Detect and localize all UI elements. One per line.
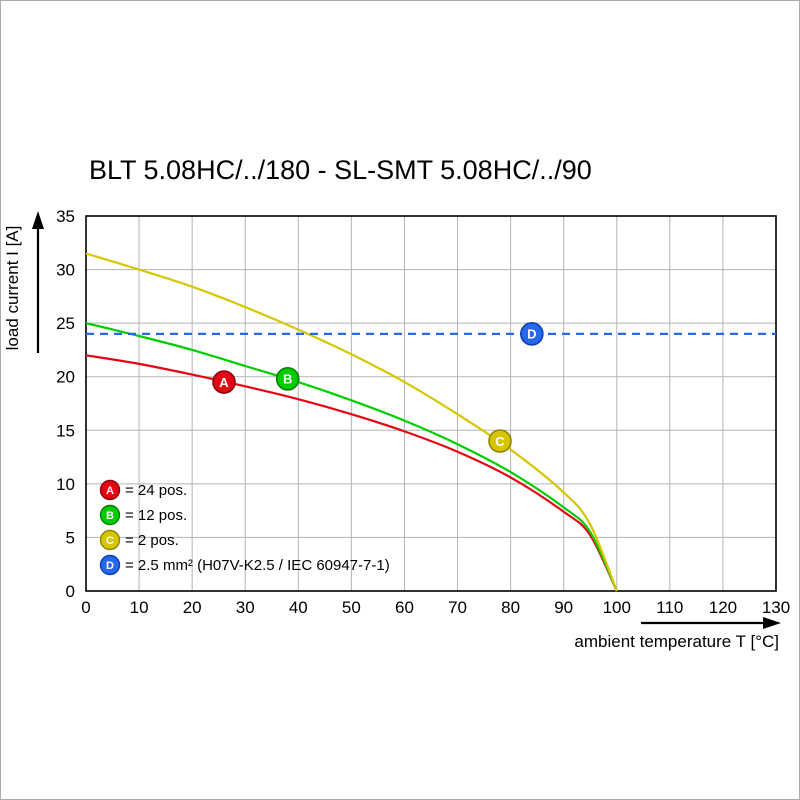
marker-letter-D: D <box>527 327 536 342</box>
curve-marker-C: C <box>488 429 512 453</box>
legend-label-B: = 12 pos. <box>125 507 187 524</box>
x-tick-label: 120 <box>709 598 737 617</box>
y-axis-label: load current I [A] <box>3 226 22 351</box>
y-tick-label: 35 <box>56 207 75 226</box>
y-tick-label: 20 <box>56 368 75 387</box>
x-tick-label: 60 <box>395 598 414 617</box>
x-tick-label: 110 <box>656 598 683 617</box>
x-tick-label: 40 <box>289 598 308 617</box>
legend-entry-A: A = 24 pos. <box>99 479 187 501</box>
legend-letter-A: A <box>106 485 114 497</box>
marker-letter-C: C <box>495 434 505 449</box>
y-axis-arrowhead <box>32 211 44 229</box>
curve-marker-D: D <box>520 322 544 346</box>
x-tick-label: 0 <box>81 598 90 617</box>
legend-entry-C: C = 2 pos. <box>99 529 179 551</box>
marker-letter-A: A <box>219 375 229 390</box>
curve-marker-A: A <box>212 370 236 394</box>
axis-tick-labels: 0 10 20 30 40 50 60 70 80 90 100 110 120 130 0 5 10 15 20 2… <box>56 207 790 617</box>
plot-border <box>85 215 777 592</box>
x-tick-label: 10 <box>130 598 149 617</box>
x-tick-label: 130 <box>762 598 790 617</box>
x-tick-label: 100 <box>603 598 631 617</box>
x-tick-label: 80 <box>501 598 520 617</box>
legend-entry-D: D = 2.5 mm² (H07V-K2.5 / IEC 60947-7-1) <box>99 554 390 576</box>
legend-label-C: = 2 pos. <box>125 532 179 549</box>
curve-C <box>85 252 618 592</box>
marker-letter-B: B <box>283 372 292 387</box>
legend-entry-B: B = 12 pos. <box>99 504 187 526</box>
legend-marker-D <box>99 554 121 576</box>
y-tick-label: 10 <box>56 475 75 494</box>
y-tick-label: 15 <box>56 421 75 440</box>
y-tick-label: 5 <box>66 528 75 547</box>
grid <box>86 216 776 591</box>
legend-marker-C <box>99 529 121 551</box>
x-tick-label: 70 <box>448 598 467 617</box>
legend: A = 24 pos. B = 12 pos. C = 2 pos. D = 2.5 mm² … <box>99 479 390 576</box>
marker-circle-A <box>212 370 236 394</box>
x-tick-label: 30 <box>236 598 255 617</box>
x-axis-annotation: ambient temperature T [°C] <box>574 617 781 651</box>
y-axis-annotation: load current I [A] <box>3 211 44 353</box>
legend-label-A: = 24 pos. <box>125 482 187 499</box>
y-tick-label: 0 <box>66 582 75 601</box>
legend-letter-C: C <box>106 535 114 547</box>
chart-title: BLT 5.08HC/../180 - SL-SMT 5.08HC/../90 <box>89 155 592 185</box>
x-axis-arrowhead <box>763 617 781 629</box>
legend-letter-D: D <box>106 560 114 572</box>
x-tick-label: 50 <box>342 598 361 617</box>
legend-marker-B <box>99 504 121 526</box>
legend-letter-B: B <box>106 510 114 522</box>
marker-circle-D <box>520 322 544 346</box>
x-tick-label: 90 <box>554 598 573 617</box>
curve-A <box>85 354 618 592</box>
x-tick-label: 20 <box>183 598 202 617</box>
legend-marker-A <box>99 479 121 501</box>
x-axis-label: ambient temperature T [°C] <box>574 632 779 651</box>
y-tick-label: 30 <box>56 261 75 280</box>
marker-circle-C <box>488 429 512 453</box>
y-tick-label: 25 <box>56 314 75 333</box>
curve-marker-B: B <box>275 367 300 391</box>
legend-label-D: = 2.5 mm² (H07V-K2.5 / IEC 60947-7-1) <box>125 557 390 574</box>
marker-circle-B <box>275 367 300 391</box>
curve-B <box>85 322 618 592</box>
